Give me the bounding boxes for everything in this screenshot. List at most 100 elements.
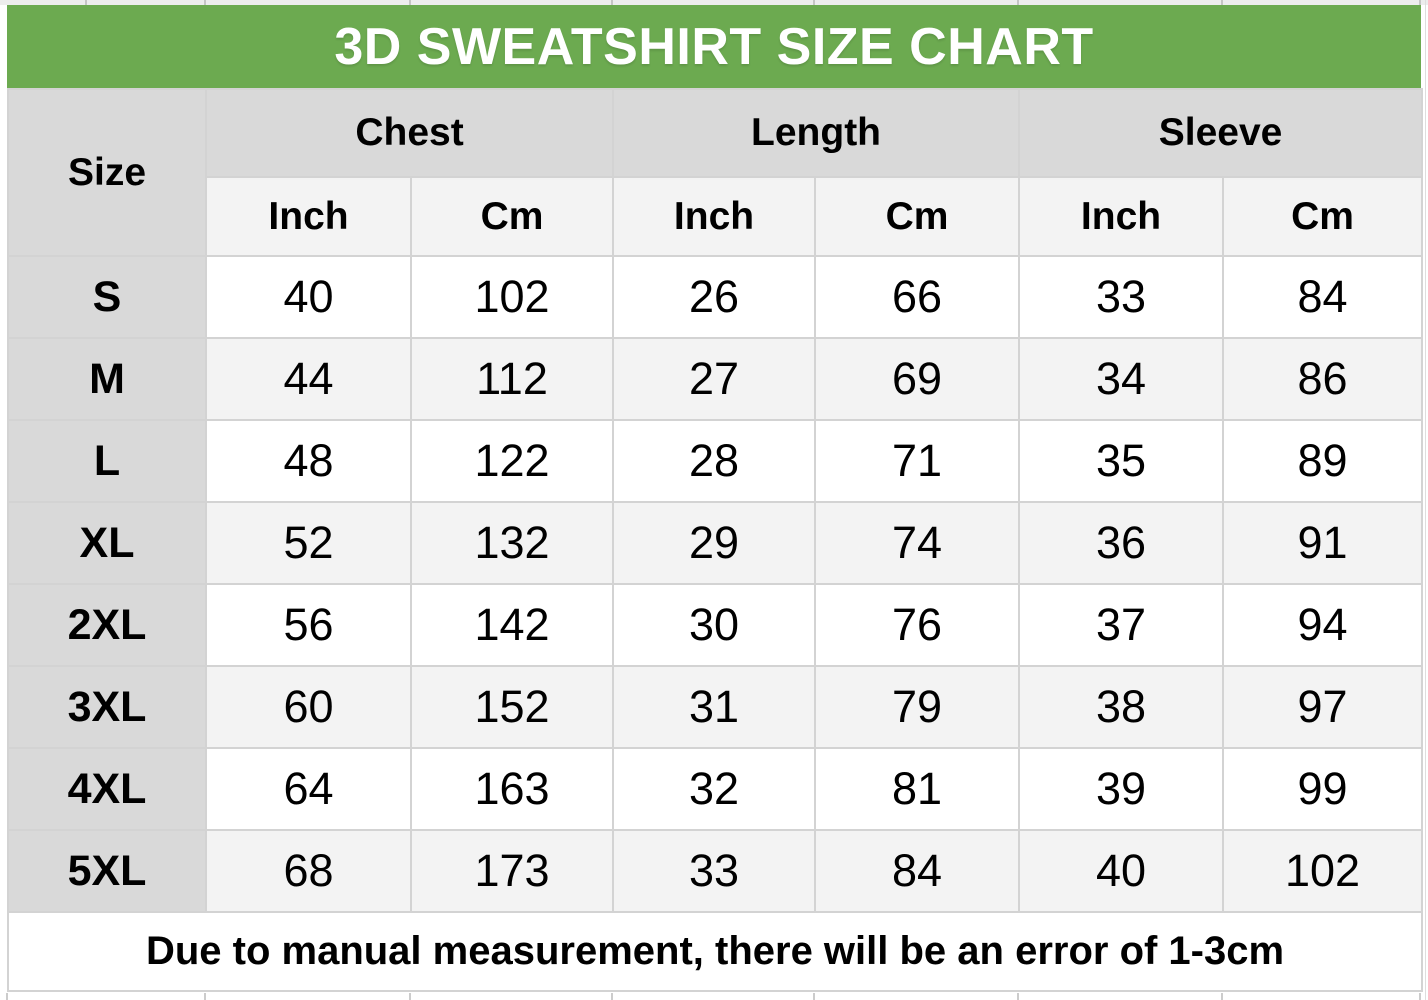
- size-label: 5XL: [7, 829, 207, 913]
- sleeve-cm-value: 84: [1222, 255, 1424, 339]
- length-cm-value: 81: [814, 747, 1021, 831]
- length-cm-value: 71: [814, 419, 1021, 503]
- note-row: Due to manual measurement, there will be…: [6, 911, 1424, 992]
- table-row-l: L 48 122 28 71 35 89: [7, 419, 1424, 503]
- chest-inch-value: 52: [205, 501, 412, 585]
- sleeve-inch-value: 38: [1018, 665, 1225, 749]
- right-gridline: [1425, 0, 1426, 1000]
- chest-cm-value: 112: [409, 337, 615, 421]
- size-label: S: [7, 255, 207, 339]
- size-label: 4XL: [7, 747, 207, 831]
- gridline-tick: [6, 993, 8, 1000]
- sleeve-inch-value: 34: [1018, 337, 1225, 421]
- measurement-disclaimer: Due to manual measurement, there will be…: [6, 911, 1424, 992]
- chest-inch-value: 68: [205, 829, 412, 913]
- length-cm-value: 66: [814, 255, 1021, 339]
- length-cm-value: 84: [814, 829, 1021, 913]
- chest-inch-value: 40: [205, 255, 412, 339]
- length-inch-value: 29: [612, 501, 817, 585]
- chest-cm-header: Cm: [409, 176, 615, 257]
- spreadsheet-bottom-row-sliver: [0, 993, 1428, 1000]
- sleeve-inch-header: Inch: [1018, 176, 1225, 257]
- chest-cm-value: 142: [409, 583, 615, 667]
- chest-group-header: Chest: [204, 88, 615, 178]
- length-cm-value: 76: [814, 583, 1021, 667]
- size-column-header: Size: [7, 88, 207, 257]
- gridline-tick: [85, 0, 87, 5]
- chest-inch-header: Inch: [205, 176, 412, 257]
- length-inch-value: 32: [612, 747, 817, 831]
- length-inch-value: 31: [612, 665, 817, 749]
- length-group-header: Length: [612, 88, 1021, 178]
- chest-cm-value: 132: [409, 501, 615, 585]
- chest-cm-value: 173: [409, 829, 615, 913]
- sleeve-cm-value: 94: [1222, 583, 1424, 667]
- chest-cm-value: 122: [409, 419, 615, 503]
- sleeve-cm-value: 99: [1222, 747, 1424, 831]
- table-row-2xl: 2XL 56 142 30 76 37 94: [7, 583, 1424, 667]
- sleeve-cm-value: 97: [1222, 665, 1424, 749]
- chest-inch-value: 48: [205, 419, 412, 503]
- chest-inch-value: 44: [205, 337, 412, 421]
- sleeve-inch-value: 39: [1018, 747, 1225, 831]
- title-bar: 3D SWEATSHIRT SIZE CHART: [7, 5, 1421, 88]
- gridline-tick: [1419, 993, 1421, 1000]
- size-label: L: [7, 419, 207, 503]
- length-inch-value: 28: [612, 419, 817, 503]
- size-chart-table: Size Chest Length Sleeve Inch Cm Inch Cm…: [6, 88, 1424, 992]
- size-label: 2XL: [7, 583, 207, 667]
- gridline-tick: [1017, 993, 1019, 1000]
- chest-inch-value: 56: [205, 583, 412, 667]
- table-row-xl: XL 52 132 29 74 36 91: [7, 501, 1424, 585]
- size-label: XL: [7, 501, 207, 585]
- spreadsheet-top-row-sliver: [0, 0, 1428, 5]
- chest-cm-value: 163: [409, 747, 615, 831]
- gridline-tick: [611, 0, 613, 5]
- length-inch-value: 27: [612, 337, 817, 421]
- gridline-tick: [204, 0, 206, 5]
- table-row-s: S 40 102 26 66 33 84: [7, 255, 1424, 339]
- length-inch-value: 30: [612, 583, 817, 667]
- gridline-tick: [409, 993, 411, 1000]
- gridline-tick: [1221, 993, 1223, 1000]
- sleeve-inch-value: 37: [1018, 583, 1225, 667]
- size-label: M: [7, 337, 207, 421]
- page-title: 3D SWEATSHIRT SIZE CHART: [334, 17, 1094, 76]
- length-cm-value: 74: [814, 501, 1021, 585]
- sleeve-cm-value: 89: [1222, 419, 1424, 503]
- gridline-tick: [813, 0, 815, 5]
- chest-inch-value: 60: [205, 665, 412, 749]
- length-inch-value: 33: [612, 829, 817, 913]
- chest-cm-value: 102: [409, 255, 615, 339]
- size-label: 3XL: [7, 665, 207, 749]
- sleeve-cm-value: 91: [1222, 501, 1424, 585]
- table-row-5xl: 5XL 68 173 33 84 40 102: [7, 829, 1424, 913]
- length-inch-header: Inch: [612, 176, 817, 257]
- sleeve-cm-value: 102: [1222, 829, 1424, 913]
- sleeve-inch-value: 36: [1018, 501, 1225, 585]
- gridline-tick: [409, 0, 411, 5]
- length-inch-value: 26: [612, 255, 817, 339]
- group-header-row: Size Chest Length Sleeve: [7, 88, 1424, 257]
- gridline-tick: [1017, 0, 1019, 5]
- length-cm-value: 69: [814, 337, 1021, 421]
- gridline-tick: [813, 993, 815, 1000]
- chest-cm-value: 152: [409, 665, 615, 749]
- table-row-4xl: 4XL 64 163 32 81 39 99: [7, 747, 1424, 831]
- unit-header-row: Inch Cm Inch Cm Inch Cm: [8, 176, 1424, 257]
- table-row-3xl: 3XL 60 152 31 79 38 97: [7, 665, 1424, 749]
- chest-inch-value: 64: [205, 747, 412, 831]
- sleeve-cm-value: 86: [1222, 337, 1424, 421]
- length-cm-header: Cm: [814, 176, 1021, 257]
- gridline-tick: [611, 993, 613, 1000]
- sleeve-inch-value: 33: [1018, 255, 1225, 339]
- gridline-tick: [204, 993, 206, 1000]
- length-cm-value: 79: [814, 665, 1021, 749]
- gridline-tick: [1221, 0, 1223, 5]
- sleeve-inch-value: 40: [1018, 829, 1225, 913]
- sleeve-inch-value: 35: [1018, 419, 1225, 503]
- sleeve-group-header: Sleeve: [1018, 88, 1424, 178]
- sleeve-cm-header: Cm: [1222, 176, 1424, 257]
- gridline-tick: [1419, 0, 1421, 5]
